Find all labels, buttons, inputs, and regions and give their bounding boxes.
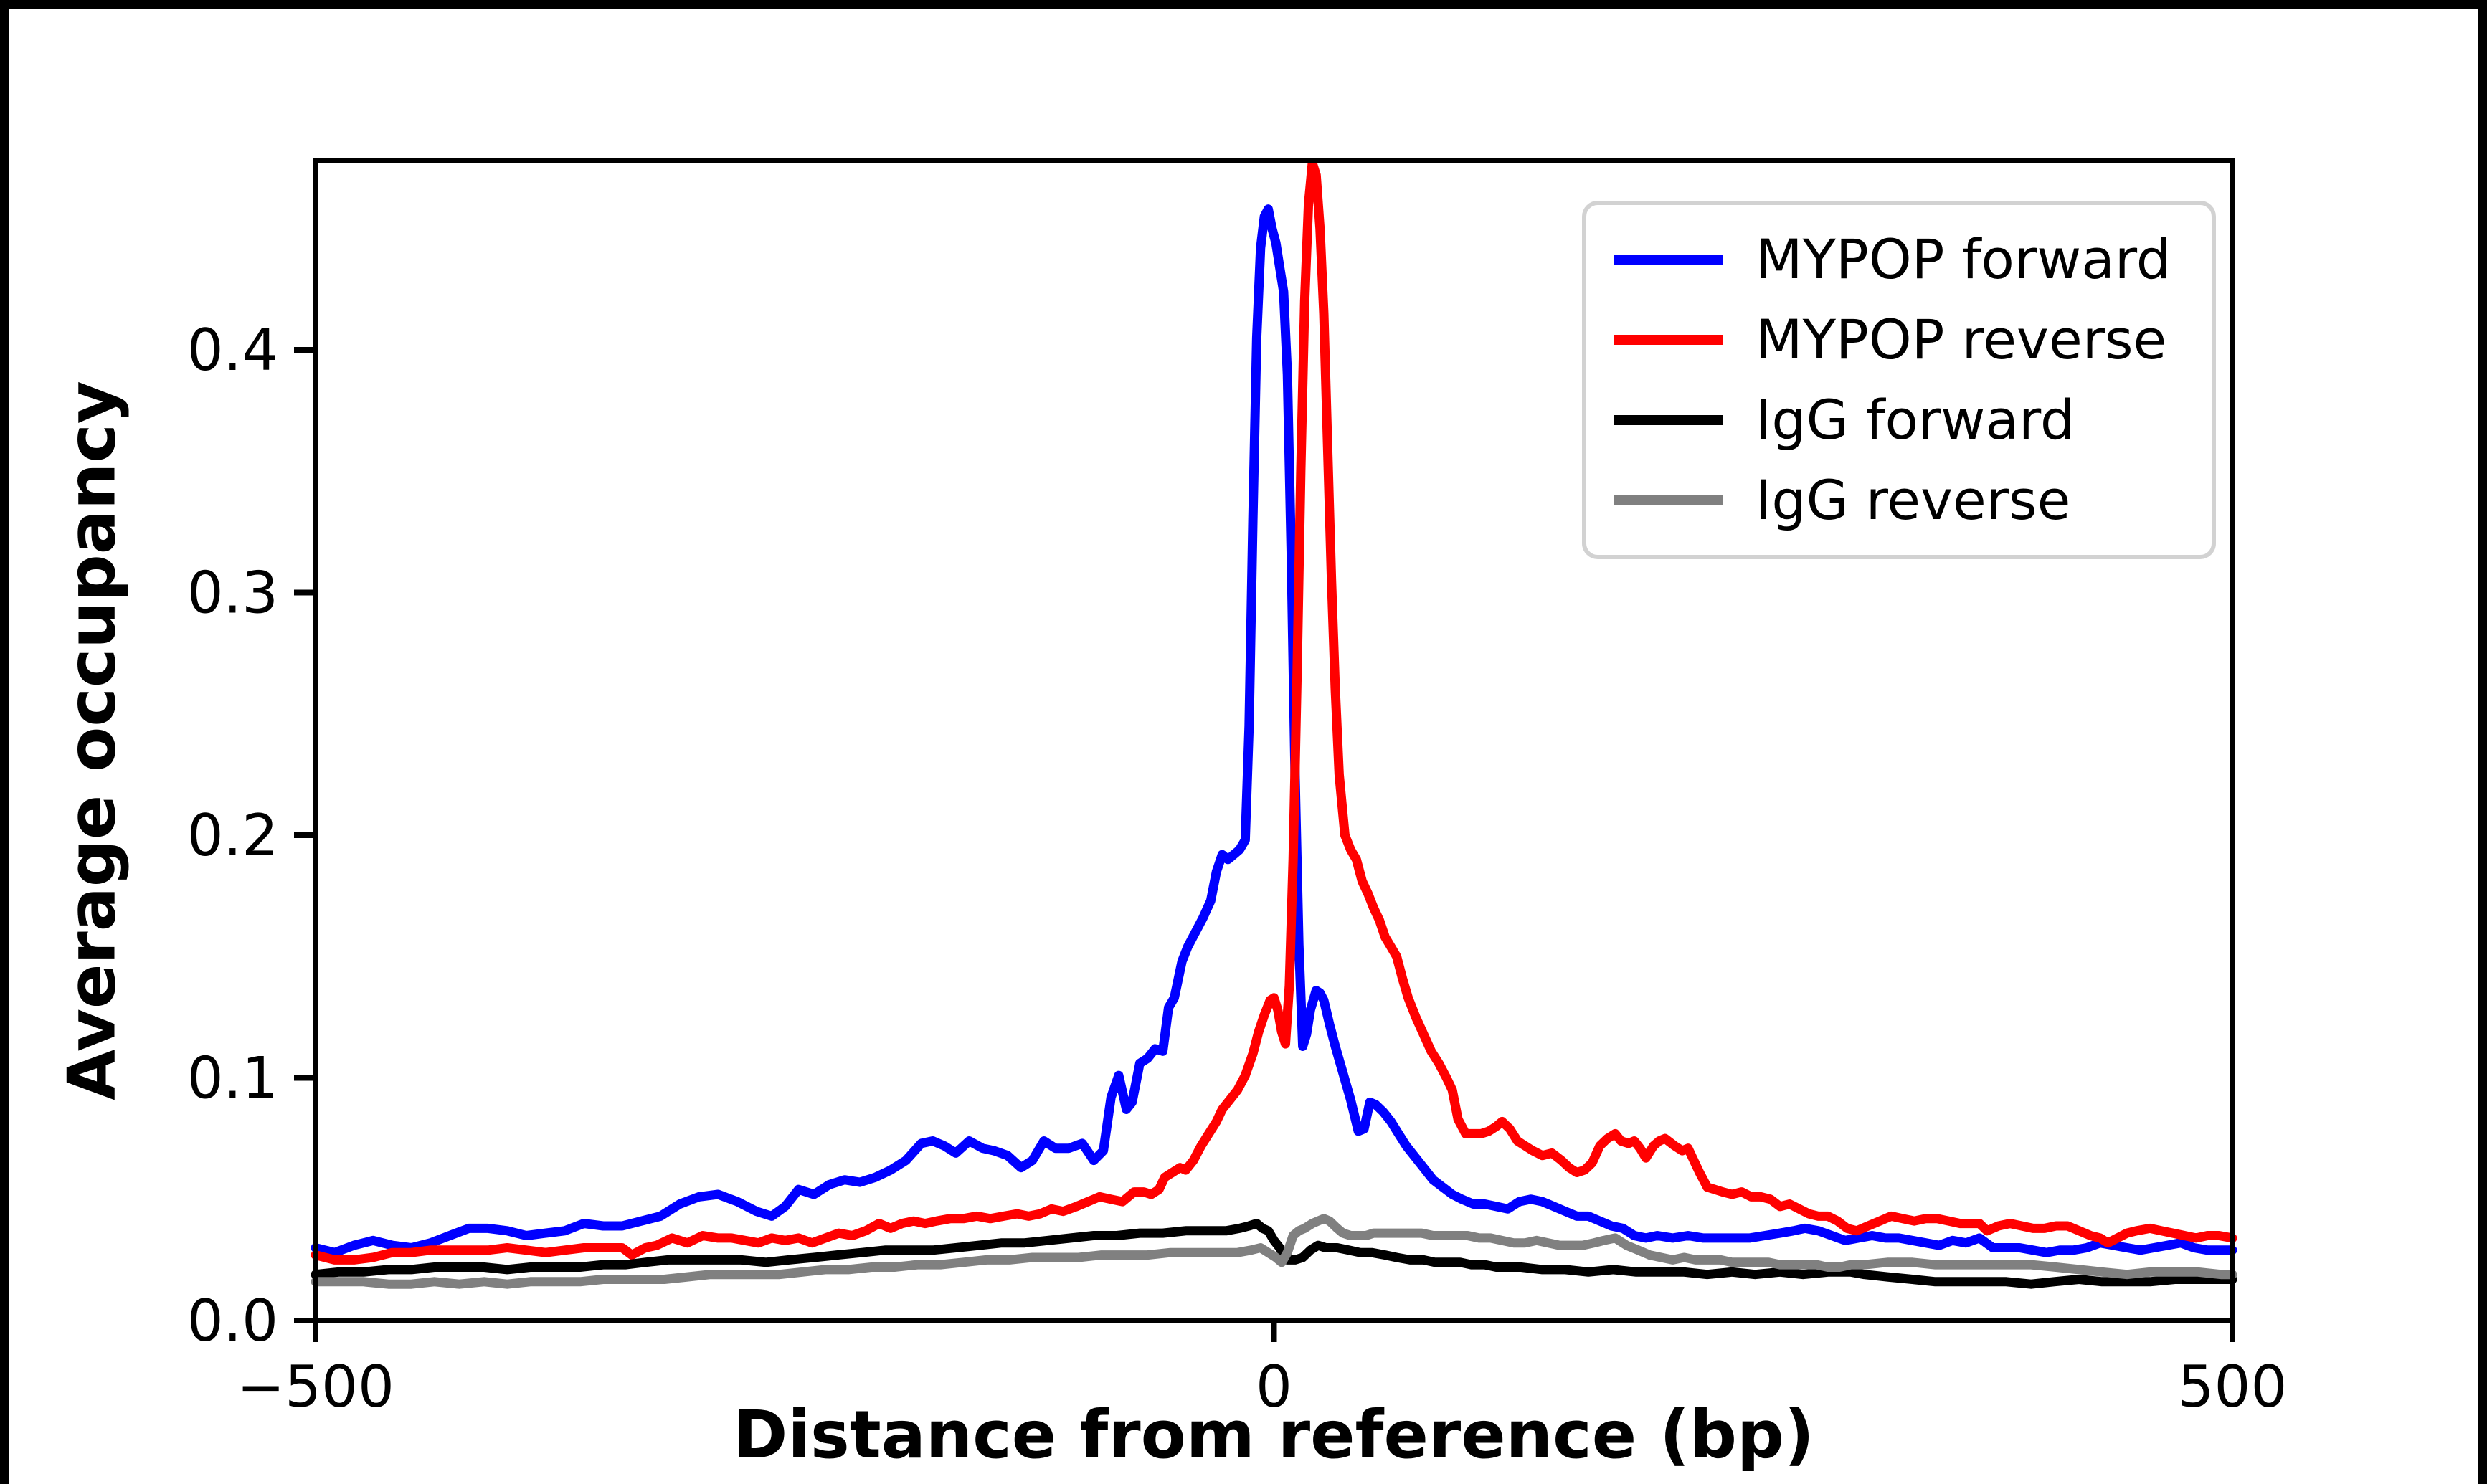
legend: MYPOP forward MYPOP reverse IgG forward IgG… (1582, 201, 2216, 559)
legend-line-swatch (1614, 495, 1723, 505)
curve-igg-forward (311, 1219, 2237, 1289)
legend-item-igg-forward: IgG forward (1614, 387, 2184, 453)
y-tick-label: 0.4 (187, 317, 278, 384)
legend-line-swatch (1614, 335, 1723, 345)
y-axis-label: Average occupancy (53, 381, 131, 1100)
y-tick-label: 0.1 (187, 1045, 278, 1112)
legend-label: IgG forward (1756, 388, 2075, 452)
legend-label: MYPOP forward (1756, 227, 2171, 291)
y-tick-label: 0.2 (187, 802, 278, 869)
legend-line-swatch (1614, 255, 1723, 265)
screen-border-top (0, 0, 2487, 9)
x-axis-label: Distance from reference (bp) (733, 1397, 1814, 1473)
x-tick-label: 0 (1256, 1354, 1292, 1420)
screen-border-left (0, 0, 9, 1484)
x-tick-label: 500 (2178, 1354, 2288, 1420)
legend-label: MYPOP reverse (1756, 308, 2167, 371)
x-tick-label: −500 (237, 1354, 394, 1420)
y-tick-label: 0.0 (187, 1288, 278, 1354)
legend-item-igg-reverse: IgG reverse (1614, 467, 2184, 533)
screen-border-right (2478, 0, 2487, 1484)
legend-item-mypop-reverse: MYPOP reverse (1614, 307, 2184, 373)
legend-label: IgG reverse (1756, 468, 2071, 532)
legend-item-mypop-forward: MYPOP forward (1614, 227, 2184, 292)
y-tick-label: 0.3 (187, 560, 278, 627)
curve-mypop-reverse (311, 158, 2237, 1265)
curve-igg-reverse (311, 1214, 2237, 1289)
legend-line-swatch (1614, 415, 1723, 425)
